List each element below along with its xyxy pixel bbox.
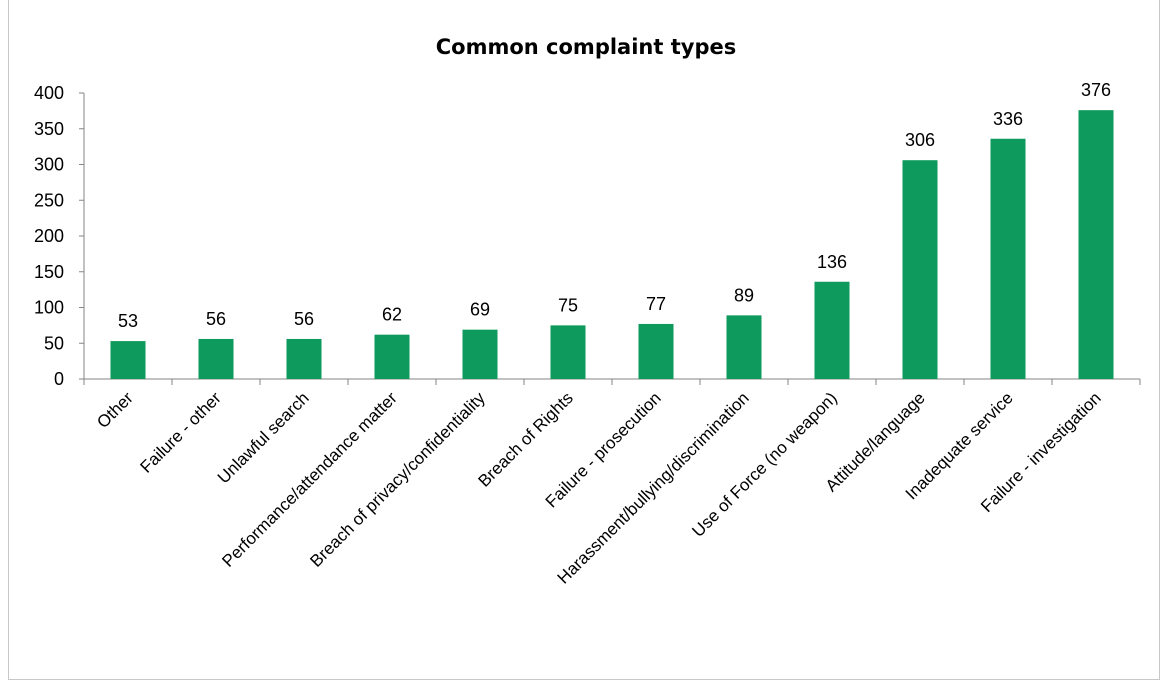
y-tick-label: 0 xyxy=(54,369,64,389)
chart-title: Common complaint types xyxy=(436,35,736,59)
y-tick-label: 250 xyxy=(34,190,64,210)
bar xyxy=(726,315,762,379)
data-labels: 53 56 56 62 69 75 77 89 136 306 336 376 xyxy=(118,80,1111,331)
bar xyxy=(814,281,850,379)
data-label: 56 xyxy=(206,309,226,329)
y-tick-label: 150 xyxy=(34,262,64,282)
category-label: Harassment/bullying/discrimination xyxy=(554,388,753,587)
data-label: 75 xyxy=(558,295,578,315)
y-tick-label: 200 xyxy=(34,226,64,246)
category-label: Failure - other xyxy=(137,388,225,476)
data-label: 62 xyxy=(382,305,402,325)
category-label: Performance/attendance matter xyxy=(218,388,401,571)
category-label: Breach of privacy/confidentiality xyxy=(306,388,489,571)
bar xyxy=(462,329,498,379)
y-tick-label: 350 xyxy=(34,119,64,139)
data-label: 336 xyxy=(993,109,1023,129)
y-axis: 0 50 100 150 200 250 300 350 400 xyxy=(34,83,85,389)
category-label: Use of Force (no weapon) xyxy=(688,388,840,540)
data-label: 306 xyxy=(905,130,935,150)
data-label: 376 xyxy=(1081,80,1111,100)
bar xyxy=(198,338,234,379)
bar xyxy=(990,138,1026,379)
data-label: 53 xyxy=(118,311,138,331)
bars xyxy=(110,110,1114,379)
bar xyxy=(1078,110,1114,379)
bar xyxy=(110,341,146,379)
category-label: Breach of Rights xyxy=(475,388,577,490)
category-label: Other xyxy=(93,388,137,432)
data-label: 77 xyxy=(646,294,666,314)
y-tick-label: 50 xyxy=(44,333,64,353)
data-label: 56 xyxy=(294,309,314,329)
y-tick-label: 100 xyxy=(34,298,64,318)
y-tick-label: 300 xyxy=(34,155,64,175)
chart-frame xyxy=(8,0,1160,680)
y-tick-label: 400 xyxy=(34,83,64,103)
data-label: 69 xyxy=(470,300,490,320)
bar xyxy=(902,160,938,379)
bar xyxy=(286,338,322,379)
data-label: 89 xyxy=(734,285,754,305)
x-axis xyxy=(83,378,1141,385)
data-label: 136 xyxy=(817,252,847,272)
bar xyxy=(374,334,410,379)
bar xyxy=(638,323,674,379)
bar xyxy=(550,325,586,379)
category-label: Unlawful search xyxy=(214,388,313,487)
